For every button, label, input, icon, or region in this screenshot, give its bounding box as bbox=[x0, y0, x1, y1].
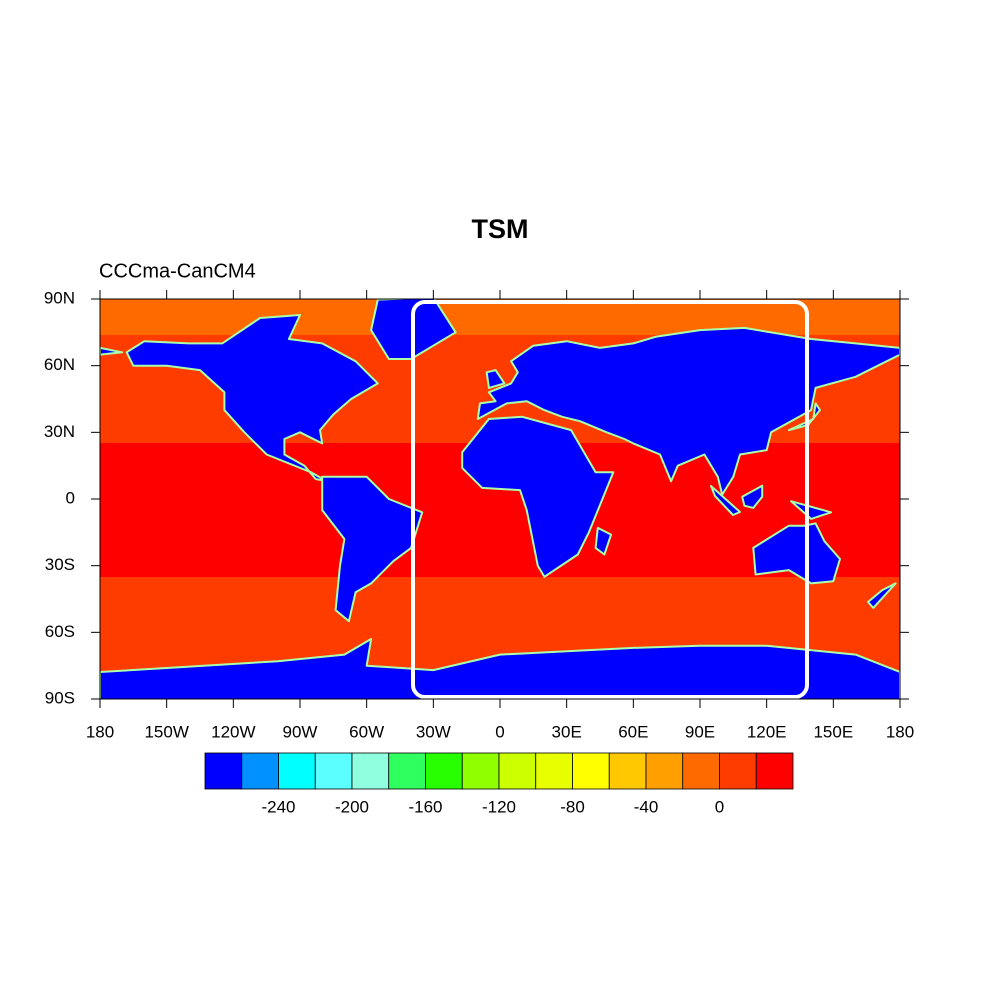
landmasses bbox=[100, 299, 900, 699]
colorbar-label: -120 bbox=[482, 797, 516, 816]
colorbar-box bbox=[351, 752, 390, 790]
colorbar-box bbox=[535, 752, 573, 790]
colorbar-box bbox=[719, 752, 757, 790]
land bbox=[476, 326, 900, 496]
x-tick-label: 60W bbox=[349, 722, 384, 741]
x-tick-label: 90W bbox=[283, 722, 318, 741]
colorbar-box bbox=[388, 752, 426, 790]
band bbox=[100, 299, 900, 335]
chart-title: TSM bbox=[472, 214, 529, 244]
map-field bbox=[100, 299, 900, 699]
y-tick-label: 30N bbox=[44, 422, 75, 441]
land bbox=[100, 346, 124, 356]
colorbar-box bbox=[241, 752, 279, 790]
colorbar-box bbox=[425, 752, 463, 790]
land bbox=[710, 485, 741, 516]
colorbar-box bbox=[645, 752, 684, 790]
land bbox=[867, 582, 897, 609]
colorbar-box bbox=[204, 752, 243, 790]
x-tick-label: 120E bbox=[747, 722, 787, 741]
x-tick-label: 60E bbox=[618, 722, 648, 741]
y-tick-label: 30S bbox=[45, 555, 75, 574]
chart-subtitle: CCCma-CanCM4 bbox=[99, 260, 256, 282]
colorbar-label: -200 bbox=[335, 797, 369, 816]
x-tick-label: 150E bbox=[813, 722, 853, 741]
land bbox=[741, 484, 764, 509]
colorbar-label: 0 bbox=[715, 797, 724, 816]
x-tick-label: 30W bbox=[416, 722, 451, 741]
x-tick-label: 90E bbox=[685, 722, 715, 741]
y-tick-label: 60S bbox=[45, 622, 75, 641]
colorbar-box bbox=[498, 752, 537, 790]
land bbox=[485, 369, 506, 389]
colorbar-label: -80 bbox=[560, 797, 585, 816]
colorbar-box bbox=[572, 752, 610, 790]
land bbox=[125, 314, 379, 483]
colorbar-box bbox=[682, 752, 720, 790]
colorbar-box bbox=[461, 752, 500, 790]
x-tick-label: 180 bbox=[886, 722, 914, 741]
land bbox=[790, 500, 833, 520]
x-tick-label: 150W bbox=[144, 722, 188, 741]
colorbar-label: -40 bbox=[634, 797, 659, 816]
colorbar-box bbox=[608, 752, 647, 790]
land bbox=[321, 475, 424, 623]
x-tick-label: 120W bbox=[211, 722, 255, 741]
colorbar-label: -160 bbox=[408, 797, 442, 816]
x-tick-label: 0 bbox=[495, 722, 504, 741]
colorbar-label: -240 bbox=[261, 797, 295, 816]
land bbox=[461, 415, 615, 578]
y-tick-label: 90S bbox=[45, 688, 75, 707]
y-tick-label: 0 bbox=[66, 488, 75, 507]
land bbox=[787, 402, 821, 432]
colorbar-box bbox=[314, 752, 353, 790]
x-tick-label: 30E bbox=[552, 722, 582, 741]
y-tick-label: 90N bbox=[44, 288, 75, 307]
y-tick-label: 60N bbox=[44, 355, 75, 374]
overlay-frame bbox=[411, 300, 809, 699]
land bbox=[752, 522, 841, 585]
land bbox=[100, 638, 900, 699]
colorbar-box bbox=[278, 752, 316, 790]
colorbar-box bbox=[755, 752, 794, 790]
x-tick-label: 180 bbox=[86, 722, 114, 741]
land bbox=[594, 526, 613, 556]
